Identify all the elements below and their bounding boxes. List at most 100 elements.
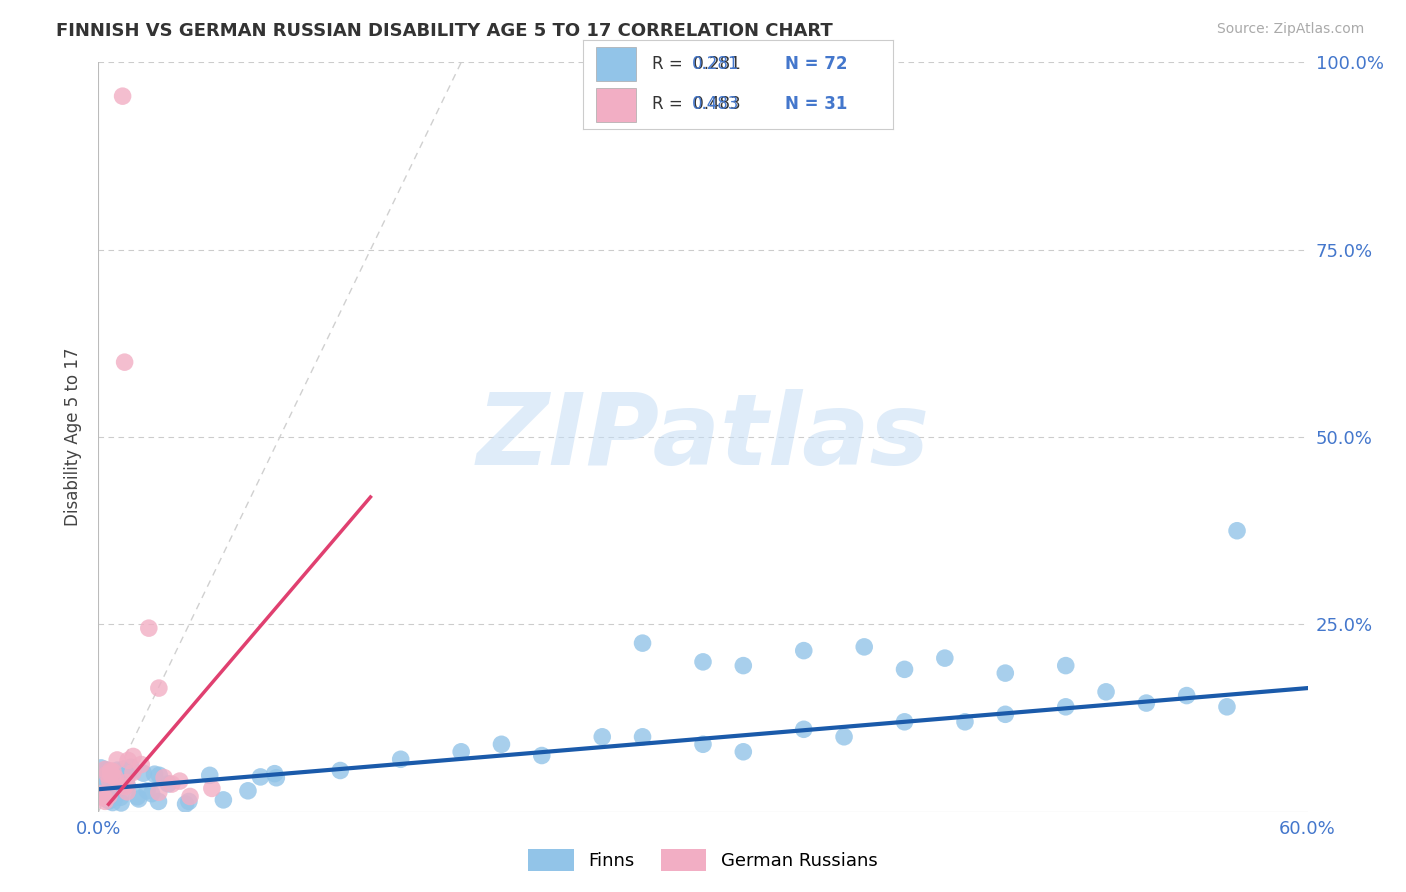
Point [631,636,654,650]
Point [98,773,121,788]
Point [110,790,132,805]
Point [129,757,152,772]
Point [91,790,114,805]
Point [266,771,288,785]
Point [793,643,815,657]
Point [249,770,271,784]
Point [1226,524,1249,538]
Point [122,749,145,764]
Point [112,762,135,776]
Point [212,793,235,807]
Point [122,765,145,780]
Point [104,771,127,785]
Point [389,752,412,766]
Point [1216,699,1239,714]
Point [692,737,714,751]
Text: N = 31: N = 31 [785,95,846,113]
Point [733,745,755,759]
Point [893,662,915,676]
Point [114,778,136,792]
Point [98,789,121,803]
Point [141,787,163,801]
Point [94,788,117,802]
Y-axis label: Disability Age 5 to 17: Disability Age 5 to 17 [63,348,82,526]
Point [591,730,613,744]
Point [120,760,142,774]
Point [115,775,138,789]
Point [94,791,117,805]
FancyBboxPatch shape [596,47,636,81]
Point [153,771,176,785]
Point [101,764,124,779]
Point [105,753,128,767]
Point [94,794,117,808]
Point [1135,696,1157,710]
Point [177,794,200,808]
Point [157,777,180,791]
Point [94,763,117,777]
Point [1095,685,1118,699]
Point [127,789,149,804]
Point [174,797,197,811]
Point [100,792,122,806]
Point [160,777,183,791]
Point [138,621,160,635]
Point [329,764,352,778]
Text: R =  0.483: R = 0.483 [651,95,740,113]
Point [263,766,285,780]
Point [491,737,513,751]
Point [832,730,855,744]
Point [101,796,124,810]
Point [100,764,122,778]
Point [148,785,170,799]
Point [111,89,134,103]
Point [1175,689,1198,703]
Point [94,774,117,789]
Point [117,768,139,782]
Point [107,782,129,797]
Point [136,784,159,798]
Point [893,714,915,729]
Point [179,789,201,804]
Point [128,792,150,806]
Text: 0.281: 0.281 [692,55,740,73]
Point [530,748,553,763]
Point [169,774,191,789]
Point [104,789,127,804]
FancyBboxPatch shape [596,88,636,122]
Text: 0.483: 0.483 [692,95,740,113]
Point [143,767,166,781]
Point [105,763,128,777]
Point [97,785,120,799]
Point [934,651,956,665]
Point [631,730,654,744]
Point [148,768,170,782]
Point [198,768,221,782]
Point [793,723,815,737]
Point [96,764,118,778]
Point [148,794,170,808]
Text: ZIPatlas: ZIPatlas [477,389,929,485]
Point [110,796,132,810]
Point [201,781,224,796]
Point [692,655,714,669]
Point [114,780,136,794]
Point [1054,699,1077,714]
Point [98,794,121,808]
Point [236,784,259,798]
Text: FINNISH VS GERMAN RUSSIAN DISABILITY AGE 5 TO 17 CORRELATION CHART: FINNISH VS GERMAN RUSSIAN DISABILITY AGE… [56,22,832,40]
Point [94,763,117,777]
Point [100,767,122,781]
Point [90,786,112,800]
Text: R =  0.281: R = 0.281 [651,55,741,73]
Point [148,681,170,695]
Point [114,355,136,369]
Text: N = 72: N = 72 [785,55,846,73]
Point [94,772,117,787]
Point [105,777,128,791]
Point [117,779,139,793]
Point [90,761,112,775]
Point [117,754,139,768]
Legend: Finns, German Russians: Finns, German Russians [522,842,884,879]
Point [115,785,138,799]
